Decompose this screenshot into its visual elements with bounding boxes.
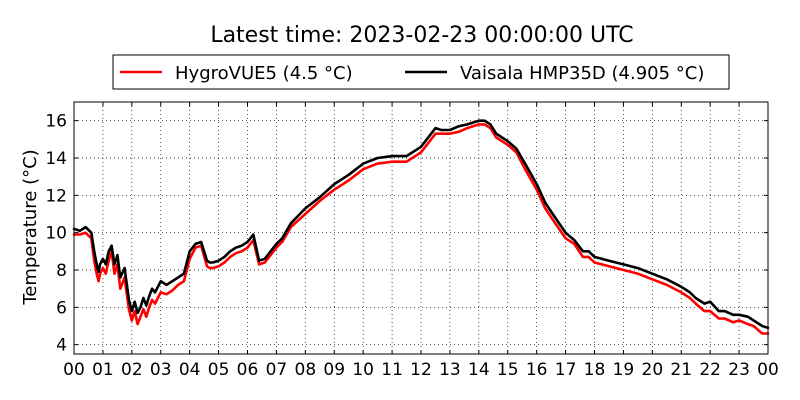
x-tick-label: 22 <box>699 360 721 380</box>
x-tick-label: 11 <box>381 360 403 380</box>
y-tick-label: 10 <box>45 224 67 244</box>
legend-label-hygrovue: HygroVUE5 (4.5 °C) <box>175 63 353 84</box>
x-tick-label: 19 <box>613 360 635 380</box>
x-tick-labels: 00 01 02 03 04 05 06 07 08 09 10 11 12 13 14 15 16 17 18 19… <box>63 360 779 380</box>
series-lines <box>72 119 770 335</box>
series-line-hygrovue <box>72 123 770 335</box>
legend-label-vaisala: Vaisala HMP35D (4.905 °C) <box>460 63 704 84</box>
chart-title: Latest time: 2023-02-23 00:00:00 UTC <box>210 23 633 48</box>
x-tick-label: 10 <box>352 360 374 380</box>
x-tick-label: 03 <box>150 360 172 380</box>
x-tick-label: 08 <box>295 360 317 380</box>
x-tick-label: 17 <box>555 360 577 380</box>
y-axis-label: Temperature (°C) <box>20 149 41 305</box>
x-tick-label: 23 <box>728 360 750 380</box>
series-line-vaisala <box>72 119 770 330</box>
y-tick-label: 4 <box>56 336 67 356</box>
x-tick-label: 14 <box>468 360 490 380</box>
ticks <box>73 102 769 354</box>
y-tick-label: 16 <box>45 112 67 132</box>
x-tick-label: 07 <box>266 360 288 380</box>
y-tick-label: 14 <box>45 149 67 169</box>
legend: HygroVUE5 (4.5 °C) Vaisala HMP35D (4.905… <box>112 54 730 90</box>
x-tick-label: 20 <box>642 360 664 380</box>
x-tick-label: 02 <box>121 360 143 380</box>
x-tick-label: 13 <box>439 360 461 380</box>
x-tick-label: 16 <box>526 360 548 380</box>
y-tick-label: 6 <box>56 298 67 318</box>
x-tick-label: 00 <box>63 360 85 380</box>
x-tick-label: 21 <box>670 360 692 380</box>
grid <box>74 102 768 354</box>
x-tick-label: 00 <box>757 360 779 380</box>
x-tick-label: 06 <box>237 360 259 380</box>
plot-frame <box>73 101 769 355</box>
x-tick-label: 15 <box>497 360 519 380</box>
x-tick-label: 12 <box>410 360 432 380</box>
y-tick-label: 12 <box>45 186 67 206</box>
x-tick-label: 01 <box>92 360 114 380</box>
x-tick-label: 18 <box>584 360 606 380</box>
y-tick-labels: 4 6 8 10 12 14 16 <box>45 112 67 356</box>
y-tick-label: 8 <box>56 261 67 281</box>
x-tick-label: 05 <box>208 360 230 380</box>
x-tick-label: 04 <box>179 360 201 380</box>
x-tick-label: 09 <box>323 360 345 380</box>
